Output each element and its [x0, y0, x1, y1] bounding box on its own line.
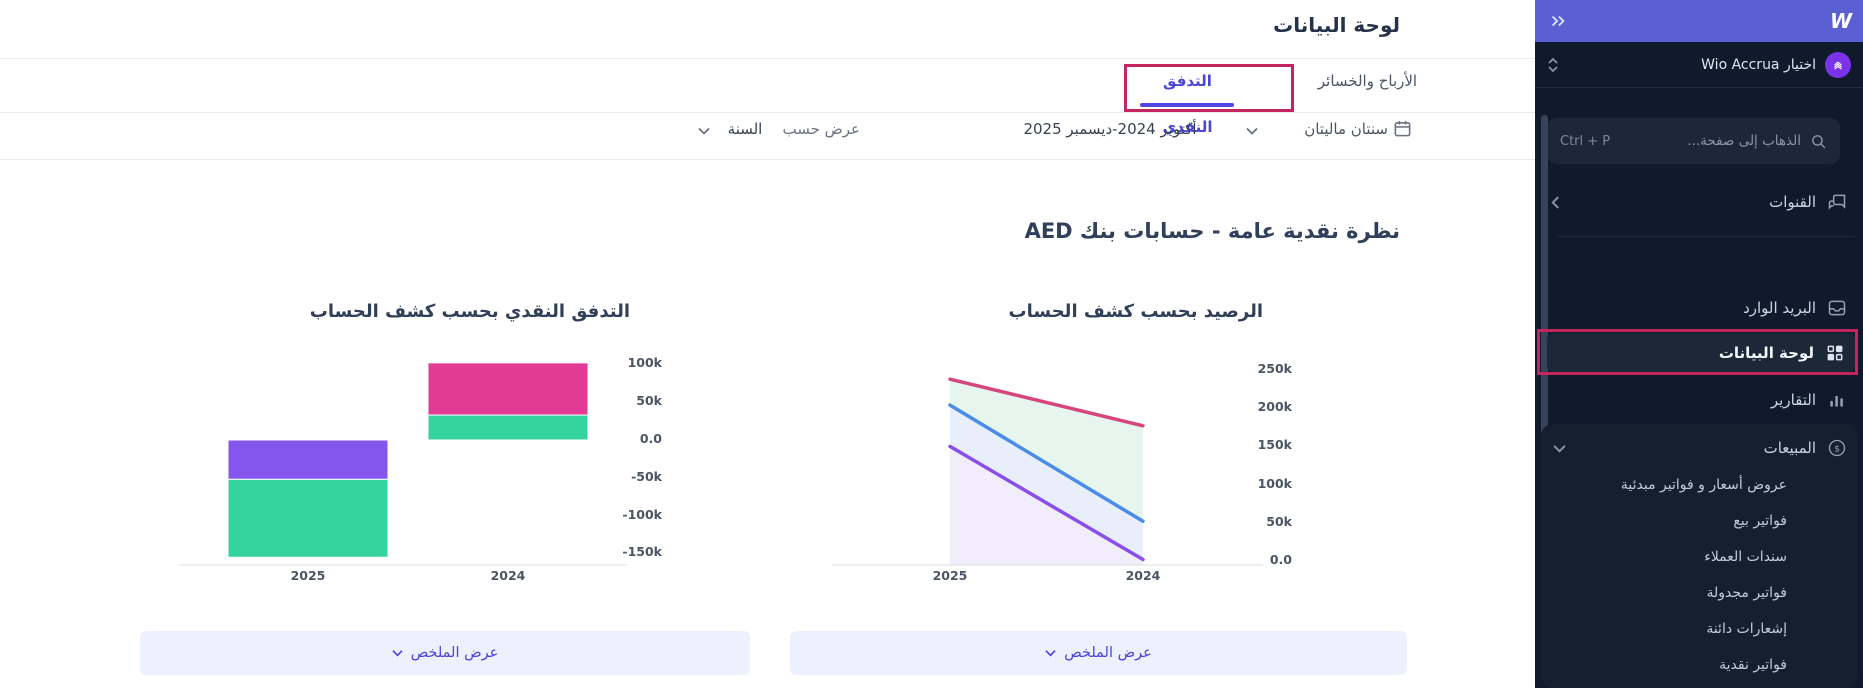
axis-tick-label: 0.0 — [639, 431, 662, 446]
tab-profit-loss[interactable]: الأرباح والخسائر — [1317, 72, 1418, 90]
axis-tick-label: -100k — [622, 506, 662, 522]
filter-divider — [0, 159, 1535, 160]
workspace-avatar — [1825, 51, 1851, 78]
sidebar-topbar: W — [1535, 0, 1863, 42]
search-icon — [1810, 133, 1827, 150]
search-placeholder: الذهاب إلى صفحة... — [1687, 133, 1801, 149]
chevron-down-icon — [1045, 650, 1056, 657]
axis-tick-label: 150k — [1257, 437, 1292, 453]
sidebar-sales-children: عروض أسعار و فواتير مبدئية فواتير بيع سندا… — [1541, 467, 1857, 683]
sidebar-sales-section: $ المبيعات عروض أسعار و فواتير مبدئية فوا… — [1541, 424, 1857, 688]
sidebar-item-sales[interactable]: $ المبيعات — [1541, 429, 1857, 467]
chevron-down-icon — [392, 650, 403, 657]
chevron-down-icon — [698, 127, 710, 135]
sidebar-sales-child[interactable]: فواتير نقدية — [1719, 657, 1787, 673]
sidebar-item-reports[interactable]: التقارير — [1535, 384, 1863, 416]
axis-tick-label: 2024 — [490, 568, 526, 583]
sidebar-item-label: البريد الوارد — [1743, 299, 1816, 317]
axis-tick-label: 2025 — [290, 568, 326, 583]
sidebar-sales-child[interactable]: فواتير بيع — [1733, 513, 1787, 529]
chevron-down-icon — [1553, 444, 1566, 453]
axis-tick-label: 100k — [1257, 475, 1292, 491]
balance-area-chart — [832, 377, 1263, 566]
sidebar-divider — [1557, 236, 1855, 237]
chevron-down-icon — [1246, 127, 1258, 135]
sidebar-item-label: التقارير — [1770, 391, 1816, 409]
cash-flow-bar-chart — [180, 362, 627, 566]
axis-tick-label: 2025 — [932, 568, 968, 583]
sidebar: W اختيار Wio Accrua — [1535, 0, 1863, 688]
calendar-icon — [1393, 119, 1412, 138]
page-title: لوحة البيانات — [1273, 13, 1400, 37]
sidebar-item-label: لوحة البيانات — [1718, 343, 1814, 362]
dollar-glyph: $ — [1834, 443, 1840, 454]
section-title: نظرة نقدية عامة - حسابات بنك AED — [1024, 219, 1400, 243]
sidebar-sales-child[interactable]: عروض أسعار و فواتير مبدئية — [1620, 477, 1787, 493]
date-range-value: أكتوبر 2024-ديسمبر 2025 — [1023, 120, 1197, 138]
sidebar-item-label: المبيعات — [1763, 439, 1816, 457]
view-by-select[interactable]: السنة — [727, 120, 763, 138]
sidebar-sales-child[interactable]: سندات العملاء — [1704, 549, 1787, 565]
reports-icon — [1827, 390, 1847, 410]
workspace-sort-icon — [1547, 57, 1559, 73]
axis-tick-label: 2024 — [1125, 568, 1161, 583]
main-content: لوحة البيانات الأرباح والخسائر التدفق ال… — [0, 13, 1535, 675]
axis-tick-label: -150k — [622, 544, 662, 560]
wio-logo: W — [1829, 9, 1852, 33]
chevron-left-icon — [1551, 195, 1560, 209]
sidebar-item-dashboard[interactable]: لوحة البيانات — [1547, 333, 1855, 372]
axis-tick-label: 250k — [1257, 361, 1292, 376]
dashboard-icon — [1825, 343, 1845, 363]
workspace-switcher[interactable]: اختيار Wio Accrua — [1535, 42, 1863, 88]
header-divider — [0, 58, 1535, 59]
view-summary-label: عرض الملخص — [1064, 645, 1152, 661]
sales-icon: $ — [1827, 438, 1847, 458]
channels-icon — [1827, 192, 1847, 212]
active-tab-underline — [1140, 103, 1234, 107]
tabs-divider — [0, 112, 1535, 113]
axis-tick-label: 50k — [1266, 513, 1292, 529]
tab-cash-flow[interactable]: التدفق النقدي — [1162, 72, 1213, 136]
sidebar-item-inbox[interactable]: البريد الوارد — [1535, 292, 1863, 324]
sidebar-sales-child[interactable]: إشعارات دائنة — [1706, 621, 1787, 637]
fiscal-period-picker[interactable]: سنتان ماليتان — [1304, 120, 1388, 138]
area-chart-title: الرصيد بحسب كشف الحساب — [1008, 301, 1263, 322]
workspace-name: اختيار Wio Accrua — [1701, 56, 1816, 73]
view-summary-button-cashflow[interactable]: عرض الملخص — [140, 631, 750, 675]
axis-tick-label: 100k — [627, 355, 662, 371]
go-to-page-search[interactable]: الذهاب إلى صفحة... Ctrl + P — [1547, 118, 1840, 164]
view-summary-label: عرض الملخص — [410, 645, 499, 661]
sidebar-item-label: القنوات — [1769, 193, 1816, 211]
inbox-icon — [1827, 298, 1847, 318]
axis-tick-label: 0.0 — [1269, 552, 1292, 567]
axis-tick-label: 50k — [636, 393, 662, 409]
bar-chart-title: التدفق النقدي بحسب كشف الحساب — [309, 301, 630, 322]
sidebar-item-channels[interactable]: القنوات — [1535, 186, 1863, 218]
axis-tick-label: 200k — [1257, 399, 1292, 415]
sidebar-scrollbar[interactable] — [1541, 115, 1548, 435]
view-summary-button-balance[interactable]: عرض الملخص — [790, 631, 1407, 675]
search-shortcut: Ctrl + P — [1560, 133, 1611, 149]
axis-tick-label: -50k — [631, 468, 662, 484]
view-by-label: عرض حسب — [782, 120, 860, 138]
sidebar-sales-child[interactable]: فواتير مجدولة — [1706, 585, 1787, 601]
sidebar-collapse-icon[interactable] — [1549, 14, 1567, 28]
